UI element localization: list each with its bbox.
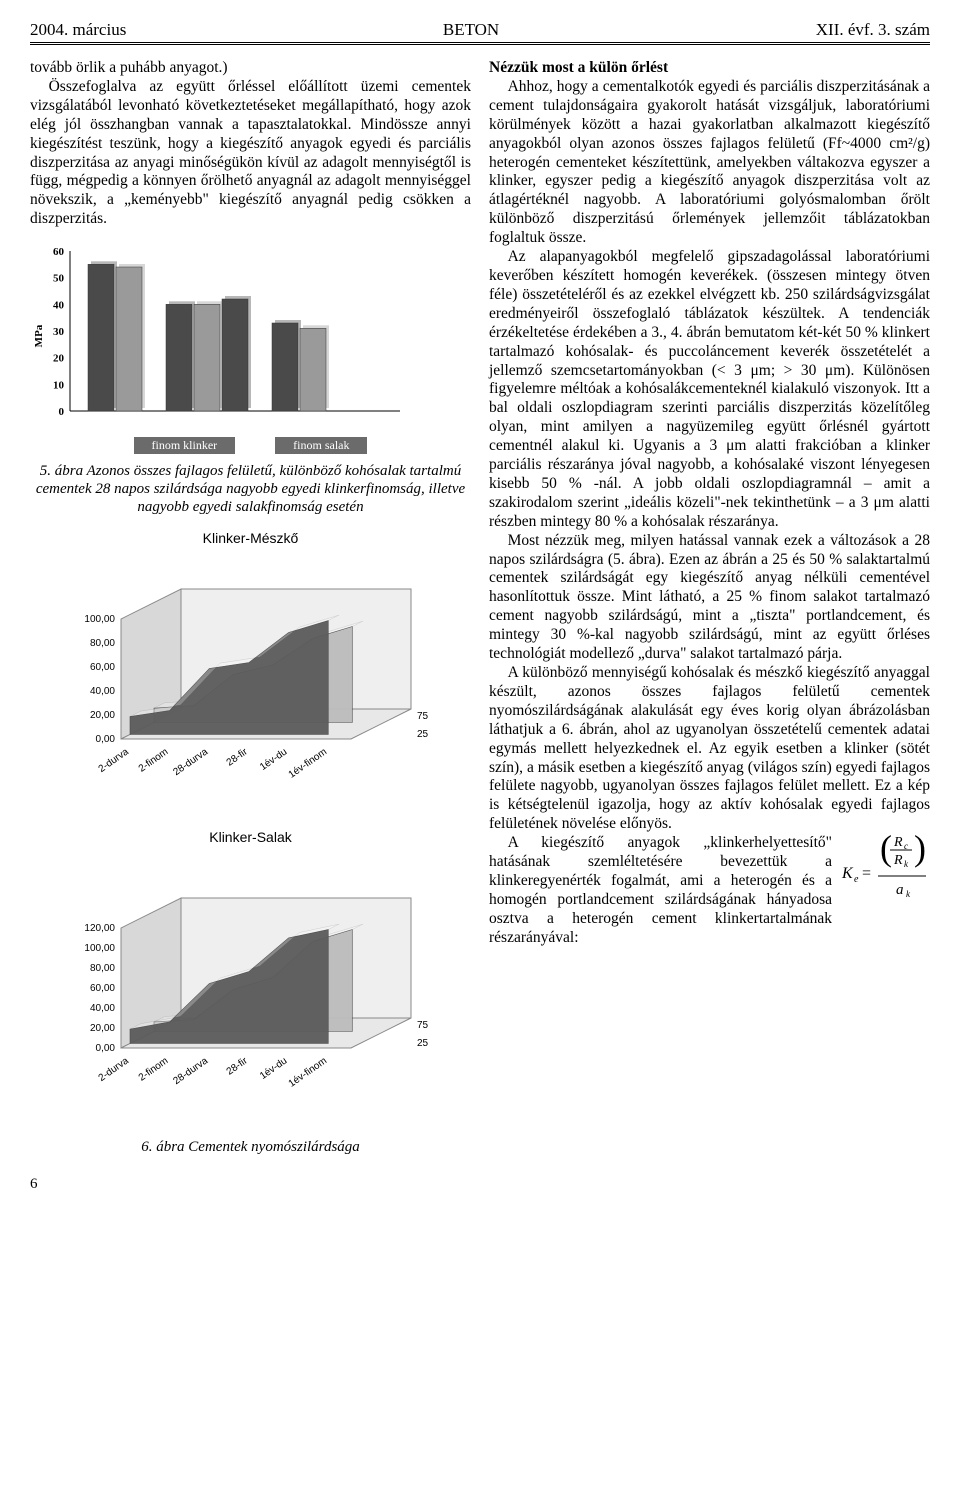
svg-text:MPa: MPa — [33, 324, 45, 347]
legend-finom-klinker: finom klinker — [134, 437, 236, 454]
left-column: tovább örlik a puhább anyagot.) Összefog… — [30, 59, 471, 1170]
svg-text:a: a — [896, 882, 904, 898]
svg-text:2-durva: 2-durva — [96, 1055, 130, 1084]
bar-chart-mpa: 0 10 20 30 40 50 60 MPa — [30, 241, 471, 431]
svg-text:k: k — [906, 889, 911, 899]
svg-text:0,00: 0,00 — [95, 734, 115, 745]
svg-text:80,00: 80,00 — [89, 638, 114, 649]
svg-text:75: 75 — [417, 1020, 429, 1031]
svg-text:20,00: 20,00 — [89, 1023, 114, 1034]
svg-text:40: 40 — [53, 299, 65, 311]
header-left: 2004. március — [30, 20, 126, 40]
chart3d-klinker-salak: Klinker-Salak 120,00 100,00 80,00 60,00 40,0… — [30, 829, 471, 1118]
svg-text:e: e — [854, 874, 859, 885]
svg-text:1év-finom: 1év-finom — [286, 746, 328, 780]
svg-text:28-durva: 28-durva — [171, 746, 210, 778]
svg-text:20,00: 20,00 — [89, 710, 114, 721]
svg-text:1év-du: 1év-du — [257, 1055, 288, 1082]
svg-text:30: 30 — [53, 326, 65, 338]
chart3d-b-title: Klinker-Salak — [30, 829, 471, 846]
svg-text:2-finom: 2-finom — [136, 746, 170, 774]
caption-6: 6. ábra Cementek nyomószilárdsága — [30, 1138, 471, 1156]
svg-text:60,00: 60,00 — [89, 983, 114, 994]
svg-text:R: R — [893, 835, 903, 850]
page-number: 6 — [30, 1176, 930, 1193]
svg-text:40,00: 40,00 — [89, 1003, 114, 1014]
svg-text:120,00: 120,00 — [84, 923, 115, 934]
svg-text:60: 60 — [53, 246, 65, 258]
svg-text:0,00: 0,00 — [95, 1043, 115, 1054]
right-p2: Az alapanyagokból megfelelő gipszadagolá… — [489, 248, 930, 532]
svg-text:=: = — [862, 865, 871, 882]
right-heading: Nézzük most a külön őrlést — [489, 59, 930, 78]
svg-text:1év-du: 1év-du — [257, 746, 288, 773]
svg-text:(: ( — [880, 830, 892, 868]
svg-text:R: R — [893, 853, 903, 868]
chart3d-klinker-meszko: Klinker-Mészkő 100,00 80,00 60,00 40,00 20,0… — [30, 530, 471, 809]
left-p2: Összefoglalva az együtt őrléssel előállí… — [30, 78, 471, 229]
svg-text:25: 25 — [417, 1038, 429, 1049]
right-column: Nézzük most a külön őrlést Ahhoz, hogy a… — [489, 59, 930, 1170]
header-center: BETON — [443, 20, 499, 40]
svg-text:50: 50 — [53, 273, 65, 285]
right-p4: A különböző mennyiségű kohósalak és mész… — [489, 664, 930, 834]
svg-text:25: 25 — [417, 729, 429, 740]
right-p1: Ahhoz, hogy a cementalkotók egyedi és pa… — [489, 78, 930, 248]
svg-text:10: 10 — [53, 379, 65, 391]
equation-ke: Ke = ()RcRkak — [840, 830, 930, 916]
svg-text:2-finom: 2-finom — [136, 1055, 170, 1083]
right-p3: Most nézzük meg, milyen hatással vannak … — [489, 532, 930, 664]
chart3d-a-title: Klinker-Mészkő — [30, 530, 471, 547]
svg-text:0: 0 — [59, 406, 65, 418]
svg-text:100,00: 100,00 — [84, 943, 115, 954]
svg-text:100,00: 100,00 — [84, 614, 115, 625]
svg-text:2-durva: 2-durva — [96, 746, 130, 775]
svg-text:K: K — [841, 865, 854, 882]
caption-5: 5. ábra Azonos összes fajlagos felületű,… — [30, 462, 471, 516]
svg-text:k: k — [904, 859, 909, 869]
legend-finom-salak: finom salak — [275, 437, 367, 454]
chart1-legend: finom klinker finom salak — [30, 437, 471, 454]
svg-text:28-durva: 28-durva — [171, 1055, 210, 1087]
left-p1: tovább örlik a puhább anyagot.) — [30, 59, 471, 78]
header-right: XII. évf. 3. szám — [816, 20, 930, 40]
svg-text:60,00: 60,00 — [89, 662, 114, 673]
svg-text:): ) — [914, 830, 926, 868]
page-header: 2004. március BETON XII. évf. 3. szám — [30, 20, 930, 45]
svg-text:20: 20 — [53, 353, 65, 365]
svg-text:1év-finom: 1év-finom — [286, 1055, 328, 1089]
svg-text:40,00: 40,00 — [89, 686, 114, 697]
svg-text:75: 75 — [417, 711, 429, 722]
svg-text:28-fir: 28-fir — [224, 746, 250, 768]
svg-text:80,00: 80,00 — [89, 963, 114, 974]
svg-text:28-fir: 28-fir — [224, 1055, 250, 1077]
